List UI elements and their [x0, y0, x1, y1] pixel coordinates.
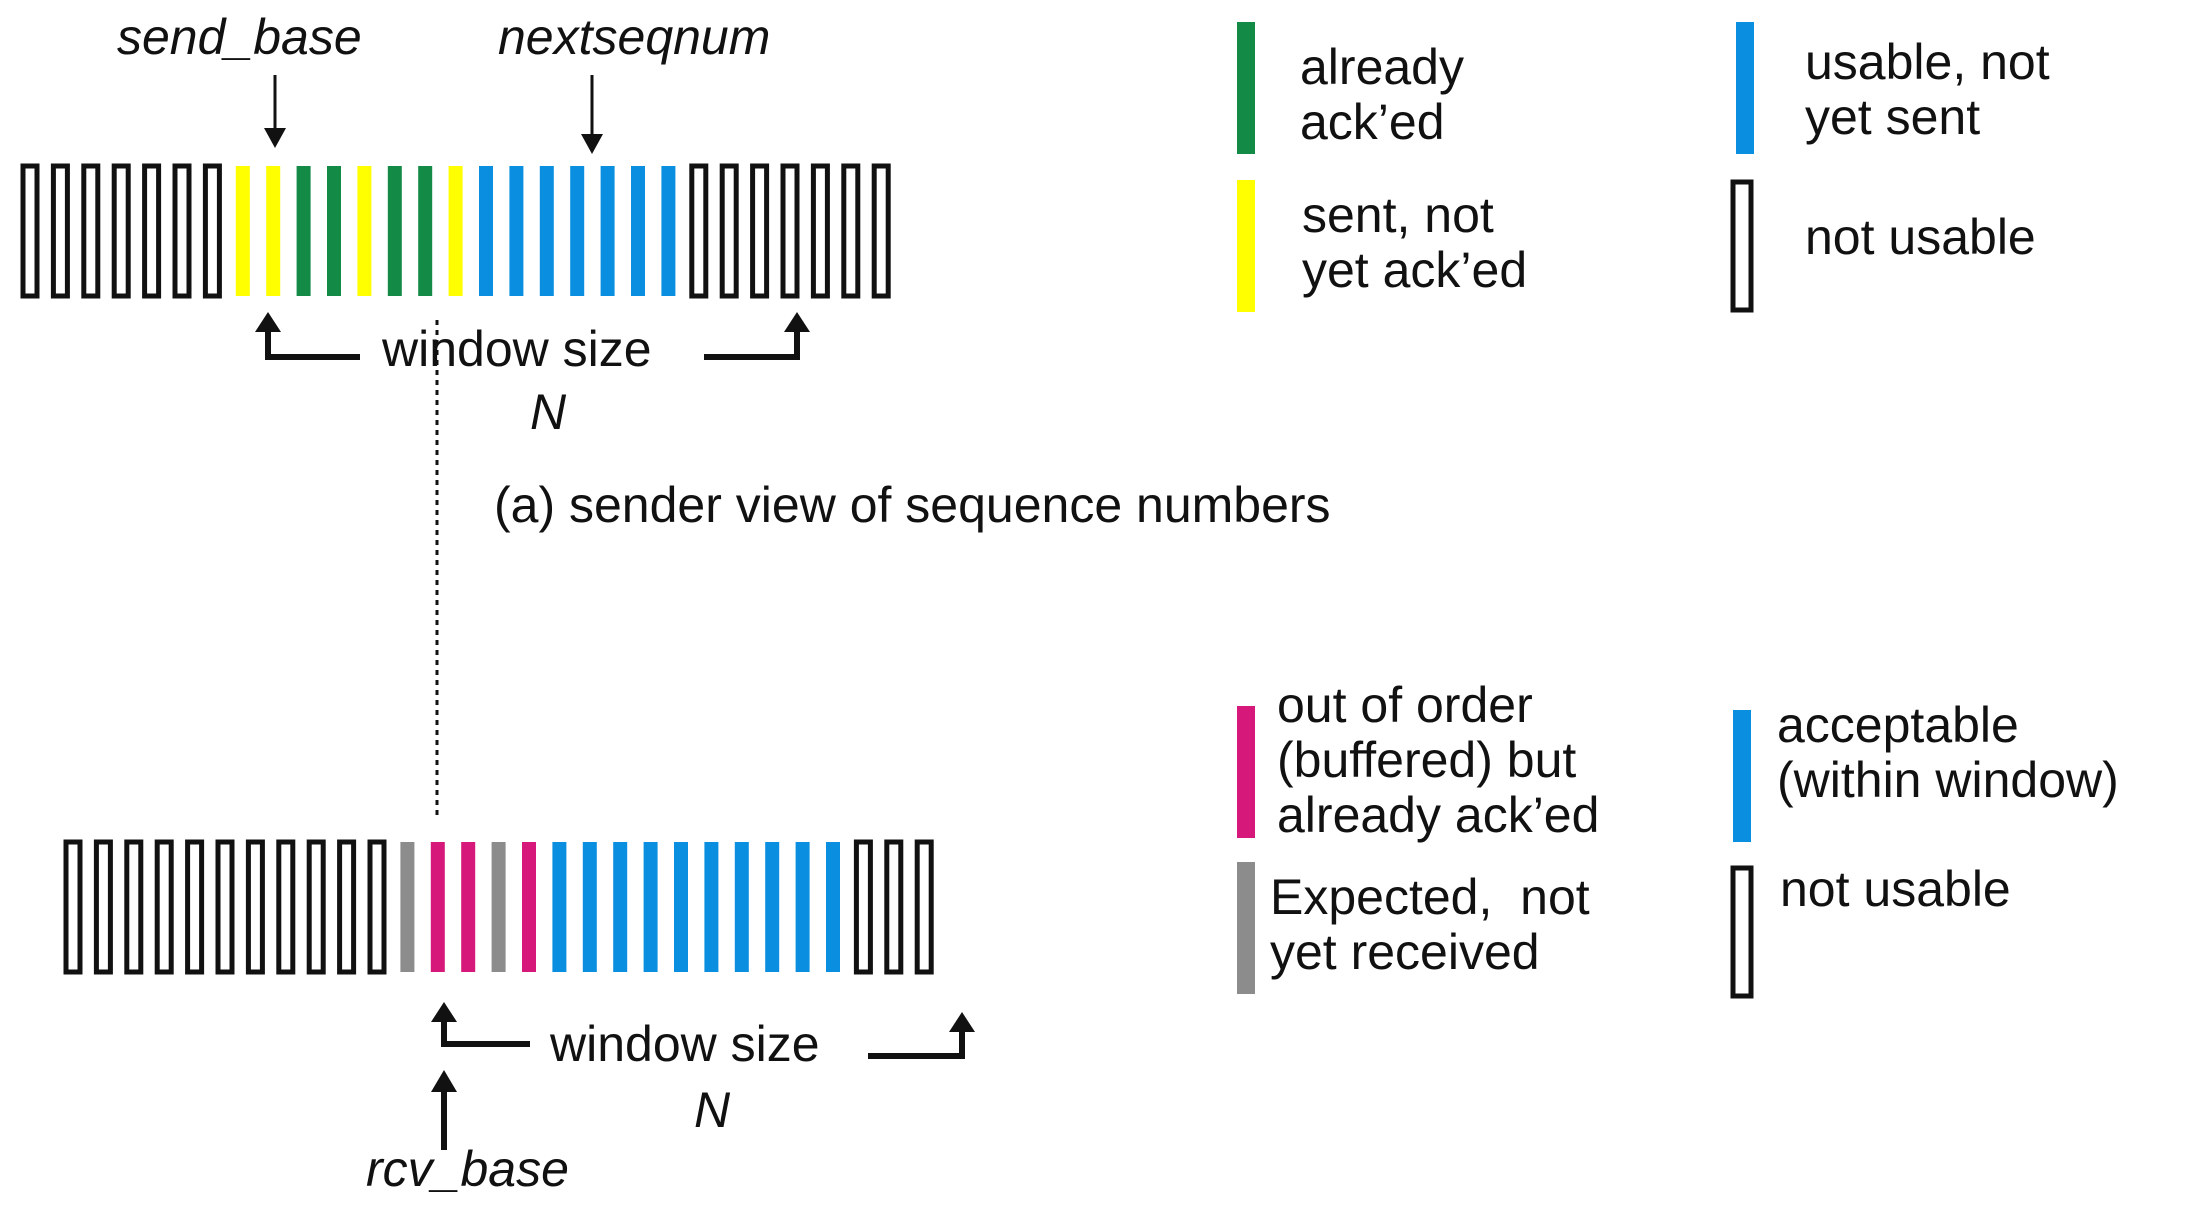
- receiver-cell-empty: [884, 839, 904, 975]
- sender-sequence-strip: [20, 163, 891, 299]
- sender-cell-empty: [142, 163, 162, 299]
- receiver-cell-gray: [491, 842, 506, 972]
- sender-cell-green: [418, 166, 433, 296]
- receiver-window-bracket-right: [868, 1030, 965, 1059]
- receiver-cell-blue: [765, 842, 780, 972]
- sender-cell-empty: [202, 163, 222, 299]
- sender-cell-blue: [661, 166, 676, 296]
- receiver-cell-empty: [367, 839, 387, 975]
- receiver-window-arrowhead-left: [431, 1002, 457, 1022]
- receiver-cell-magenta: [522, 842, 536, 972]
- receiver-cell-empty: [853, 839, 873, 975]
- legend-swatch-sent-not-yet-acked: [1237, 180, 1255, 312]
- sender-cell-empty: [111, 163, 131, 299]
- sender-cell-empty: [172, 163, 192, 299]
- receiver-window-size-label: window size: [550, 1016, 820, 1072]
- sender-window-size-label: window size: [382, 321, 652, 377]
- sender-cell-green: [327, 166, 341, 296]
- receiver-cell-blue: [674, 842, 688, 972]
- sender-window-arrowhead-right: [784, 312, 810, 332]
- sender-cell-blue: [479, 166, 493, 296]
- sender-window-n-label: N: [530, 384, 567, 440]
- legend-already-acked: already ack’ed: [1300, 39, 1464, 150]
- receiver-cell-blue: [613, 842, 628, 972]
- receiver-cell-blue: [582, 842, 597, 972]
- receiver-cell-blue: [704, 842, 719, 972]
- receiver-cell-blue: [734, 842, 749, 972]
- sender-cell-empty: [871, 163, 891, 299]
- receiver-window-arrowhead-right: [949, 1012, 975, 1032]
- sender-legend-swatches: [1237, 22, 1754, 313]
- receiver-cell-empty: [914, 839, 934, 975]
- receiver-cell-magenta: [461, 842, 476, 972]
- sender-cell-empty: [750, 163, 770, 299]
- sender-cell-empty: [50, 163, 70, 299]
- receiver-cell-empty: [245, 839, 265, 975]
- receiver-cell-empty: [215, 839, 235, 975]
- receiver-cell-blue: [795, 842, 810, 972]
- receiver-cell-empty: [276, 839, 296, 975]
- rcv-base-arrowhead: [431, 1070, 457, 1092]
- legend-swatch-already-acked: [1237, 22, 1255, 154]
- receiver-window-n-label: N: [694, 1082, 731, 1138]
- sender-cell-yellow: [357, 166, 372, 296]
- legend-usable-not-yet-sent: usable, not yet sent: [1805, 34, 2050, 145]
- legend-swatch-expected-not-received: [1237, 862, 1255, 994]
- legend-swatch-out-of-order: [1237, 706, 1255, 838]
- rcv-base-label: rcv_base: [366, 1141, 569, 1197]
- sender-cell-yellow: [235, 166, 250, 296]
- sender-cell-blue: [570, 166, 585, 296]
- sender-cell-empty: [810, 163, 830, 299]
- sender-cell-green: [387, 166, 402, 296]
- sender-cell-blue: [600, 166, 615, 296]
- receiver-cell-empty: [63, 839, 83, 975]
- receiver-cell-magenta: [430, 842, 445, 972]
- sender-window-arrowhead-left: [255, 312, 281, 332]
- receiver-cell-empty: [306, 839, 326, 975]
- sender-caption: (a) sender view of sequence numbers: [494, 477, 1331, 533]
- sender-cell-yellow: [266, 166, 281, 296]
- receiver-cell-blue: [826, 842, 840, 972]
- receiver-cell-blue: [643, 842, 658, 972]
- sender-cell-empty: [841, 163, 861, 299]
- sender-cell-blue: [509, 166, 524, 296]
- sender-cell-blue: [631, 166, 645, 296]
- sender-window-bracket-left: [265, 330, 360, 360]
- receiver-cell-blue: [552, 842, 567, 972]
- receiver-cell-gray: [400, 842, 415, 972]
- sender-cell-yellow: [448, 166, 463, 296]
- legend-expected-not-yet-received: Expected, not yet received: [1270, 869, 1590, 980]
- sender-cell-empty: [780, 163, 800, 299]
- legend-swatch-usable-not-yet-sent: [1736, 22, 1754, 154]
- sender-cell-green: [296, 166, 311, 296]
- legend-swatch-sender-not-usable: [1730, 179, 1754, 313]
- send-base-arrowhead: [264, 128, 286, 148]
- nextseqnum-arrowhead: [581, 134, 603, 154]
- receiver-cell-empty: [93, 839, 113, 975]
- legend-swatch-acceptable: [1733, 710, 1751, 842]
- send-base-label: send_base: [117, 9, 362, 65]
- receiver-cell-empty: [337, 839, 357, 975]
- receiver-cell-empty: [185, 839, 205, 975]
- sender-cell-empty: [689, 163, 709, 299]
- sender-cell-empty: [20, 163, 40, 299]
- receiver-cell-empty: [154, 839, 174, 975]
- legend-receiver-not-usable: not usable: [1780, 861, 2011, 917]
- receiver-window-bracket-left: [441, 1020, 530, 1047]
- legend-swatch-receiver-not-usable: [1730, 865, 1754, 999]
- sender-cell-blue: [539, 166, 554, 296]
- legend-sent-not-yet-acked: sent, not yet ack’ed: [1302, 187, 1528, 298]
- sender-cell-empty: [81, 163, 101, 299]
- sender-window-bracket-right: [704, 330, 800, 360]
- sender-cell-empty: [719, 163, 739, 299]
- receiver-cell-empty: [124, 839, 144, 975]
- legend-acceptable-within-window: acceptable (within window): [1777, 697, 2119, 808]
- legend-sender-not-usable: not usable: [1805, 209, 2036, 265]
- receiver-legend-swatches: [1237, 706, 1754, 999]
- receiver-sequence-strip: [63, 839, 934, 975]
- legend-out-of-order-buffered: out of order (buffered) but already ack’…: [1277, 677, 1600, 843]
- nextseqnum-label: nextseqnum: [498, 9, 771, 65]
